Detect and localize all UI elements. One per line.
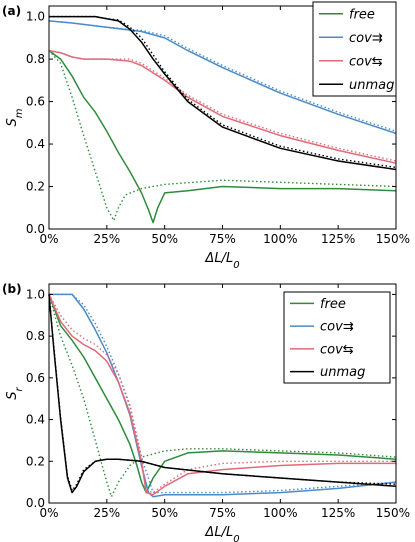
y-tick-label: 0.8 <box>26 52 45 66</box>
series-line-dotted-7 <box>48 294 397 492</box>
series-line-solid-6 <box>48 294 397 494</box>
legend-label: free <box>320 297 346 312</box>
series-line-solid-0 <box>48 294 397 494</box>
y-tick-label: 0.4 <box>26 413 45 427</box>
legend-box <box>312 1 397 97</box>
legend-label: cov⇉ <box>320 320 354 335</box>
legend: free cov⇉ cov⇆ unmag <box>312 1 397 97</box>
x-tick-label: 0% <box>39 232 58 246</box>
y-tick-label: 0.2 <box>26 180 45 194</box>
legend-label: cov⇉ <box>349 31 383 46</box>
x-tick-label: 75% <box>209 232 236 246</box>
x-axis-label-sub: 0 <box>233 534 239 542</box>
panel-label: (b) <box>2 282 22 296</box>
x-tick-label: 50% <box>151 232 178 246</box>
series-line-dotted-1 <box>48 294 397 498</box>
y-tick-label: 0.6 <box>26 371 45 385</box>
y-tick-label: 0.2 <box>26 454 45 468</box>
series-line-solid-0 <box>48 49 397 224</box>
y-axis-label: Sm <box>5 108 25 126</box>
x-tick-label: 125% <box>321 506 355 520</box>
series-line-dotted-3 <box>48 20 397 132</box>
legend-box <box>283 291 391 384</box>
series-line-dotted-3 <box>49 293 397 494</box>
x-tick-label: 25% <box>93 506 120 520</box>
legend-label: unmag <box>320 365 365 380</box>
y-tick-label: 0.8 <box>26 329 45 343</box>
y-axis-label-sub: r <box>14 386 25 391</box>
y-tick-label: 0.0 <box>26 222 45 236</box>
x-tick-label: 50% <box>151 506 178 520</box>
series-line-dotted-7 <box>49 15 397 169</box>
x-tick-label: 150% <box>376 232 410 246</box>
x-tick-label: 100% <box>263 506 297 520</box>
legend-label: cov⇆ <box>320 342 354 357</box>
y-tick-label: 0.4 <box>26 137 45 151</box>
y-tick-label: 0.6 <box>26 95 45 109</box>
y-axis-label-sub: m <box>14 108 25 118</box>
x-tick-label: 75% <box>209 506 236 520</box>
series-line-dotted-5 <box>48 49 397 162</box>
legend-label: free <box>349 7 375 22</box>
series-line-dotted-1 <box>48 50 397 222</box>
x-tick-label: 100% <box>263 232 297 246</box>
y-axis-label: Sr <box>5 386 25 399</box>
legend-label: cov⇆ <box>349 54 383 69</box>
x-tick-label: 0% <box>39 506 58 520</box>
x-tick-label: 125% <box>321 232 355 246</box>
x-axis-label: ΔL/L0 <box>204 251 239 271</box>
x-tick-label: 25% <box>93 232 120 246</box>
x-axis-label-sub: 0 <box>233 260 239 271</box>
x-tick-label: 150% <box>376 506 410 520</box>
x-axis-label: ΔL/L0 <box>204 525 239 542</box>
chart-panel-b: 0% 25% 50% 75% 100% 125% 150% 0.0 0.2 0.4 0.6 0.8 1.… <box>2 282 410 542</box>
legend: free cov⇉ cov⇆ unmag <box>283 291 391 384</box>
panel-label: (a) <box>2 4 21 18</box>
y-tick-label: 1.0 <box>26 10 45 24</box>
legend-label: unmag <box>349 78 394 93</box>
y-tick-label: 1.0 <box>26 287 45 301</box>
y-tick-label: 0.0 <box>26 496 45 510</box>
chart-panel-a: 0% 25% 50% 75% 100% 125% 150% 0.0 0.2 0.4 0.6 0.8 1.… <box>2 1 410 271</box>
